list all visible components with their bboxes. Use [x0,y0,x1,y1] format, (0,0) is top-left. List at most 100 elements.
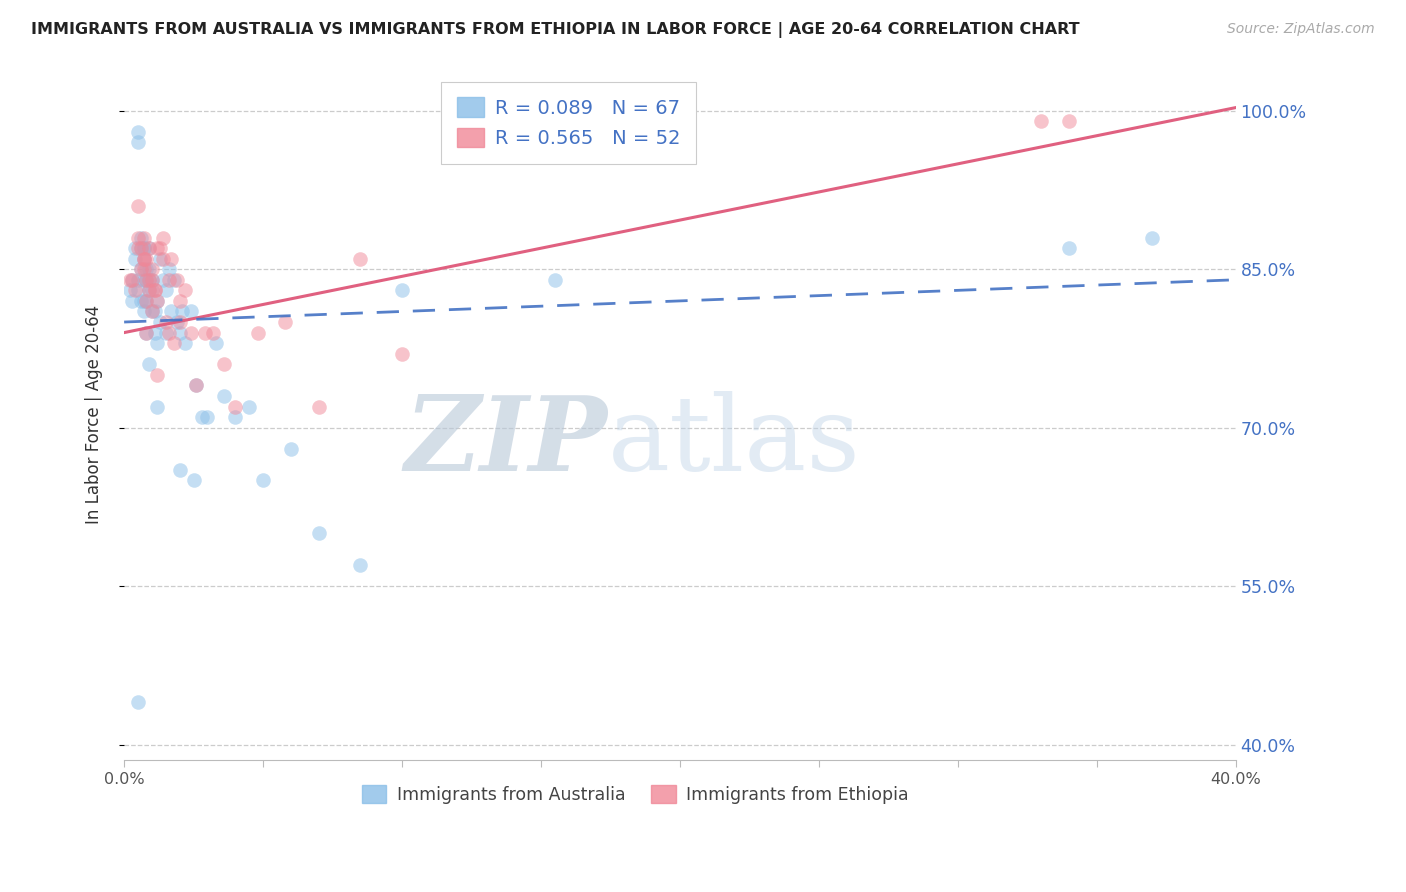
Point [160,304,183,318]
Point [135,326,157,340]
Point [1057,114,1080,128]
Point [157,273,180,287]
Point [191,410,214,425]
Point [155,315,177,329]
Point [135,273,157,287]
Point [135,273,157,287]
Point [280,442,302,456]
Point [135,252,157,266]
Point [155,283,177,297]
Point [1057,241,1080,255]
Point [127,273,149,287]
Point [127,283,149,297]
Point [172,304,194,318]
Point [127,199,149,213]
Point [129,262,152,277]
Point [129,241,152,255]
Point [127,241,149,255]
Point [135,293,157,308]
Point [141,273,163,287]
Point [194,326,217,340]
Point [166,273,188,287]
Point [141,283,163,297]
Point [155,326,177,340]
Point [141,273,163,287]
Point [132,252,155,266]
Point [152,252,174,266]
Point [129,230,152,244]
Point [391,347,413,361]
Point [238,400,260,414]
Point [127,695,149,709]
Point [141,304,163,318]
Point [138,357,160,371]
Point [157,262,180,277]
Point [146,336,169,351]
Point [166,315,188,329]
Point [146,293,169,308]
Point [138,262,160,277]
Text: Source: ZipAtlas.com: Source: ZipAtlas.com [1227,22,1375,37]
Legend: Immigrants from Australia, Immigrants from Ethiopia: Immigrants from Australia, Immigrants fr… [356,778,915,811]
Point [212,389,235,403]
Point [132,293,155,308]
Point [143,304,166,318]
Point [152,273,174,287]
Point [121,273,143,287]
Point [308,526,330,541]
Point [135,293,157,308]
Point [183,474,205,488]
Point [141,304,163,318]
Point [186,378,208,392]
Point [212,357,235,371]
Point [163,336,186,351]
Point [1029,114,1052,128]
Point [138,273,160,287]
Point [274,315,297,329]
Point [149,241,172,255]
Point [146,241,169,255]
Point [118,273,141,287]
Point [160,252,183,266]
Point [132,241,155,255]
Point [180,326,202,340]
Point [132,273,155,287]
Point [135,326,157,340]
Point [138,283,160,297]
Point [121,273,143,287]
Point [143,326,166,340]
Point [135,262,157,277]
Point [127,230,149,244]
Point [138,283,160,297]
Point [152,230,174,244]
Point [169,315,191,329]
Point [143,283,166,297]
Point [1142,230,1164,244]
Point [132,262,155,277]
Point [121,293,143,308]
Point [169,326,191,340]
Point [132,252,155,266]
Point [129,241,152,255]
Point [124,252,146,266]
Point [149,315,172,329]
Point [129,293,152,308]
Y-axis label: In Labor Force | Age 20-64: In Labor Force | Age 20-64 [86,305,103,524]
Point [157,326,180,340]
Point [224,410,246,425]
Point [138,241,160,255]
Point [124,241,146,255]
Point [205,336,228,351]
Point [186,378,208,392]
Point [138,241,160,255]
Point [132,230,155,244]
Point [252,474,274,488]
Point [132,241,155,255]
Point [308,400,330,414]
Point [246,326,269,340]
Point [169,293,191,308]
Point [141,262,163,277]
Point [180,304,202,318]
Point [349,558,371,572]
Point [124,283,146,297]
